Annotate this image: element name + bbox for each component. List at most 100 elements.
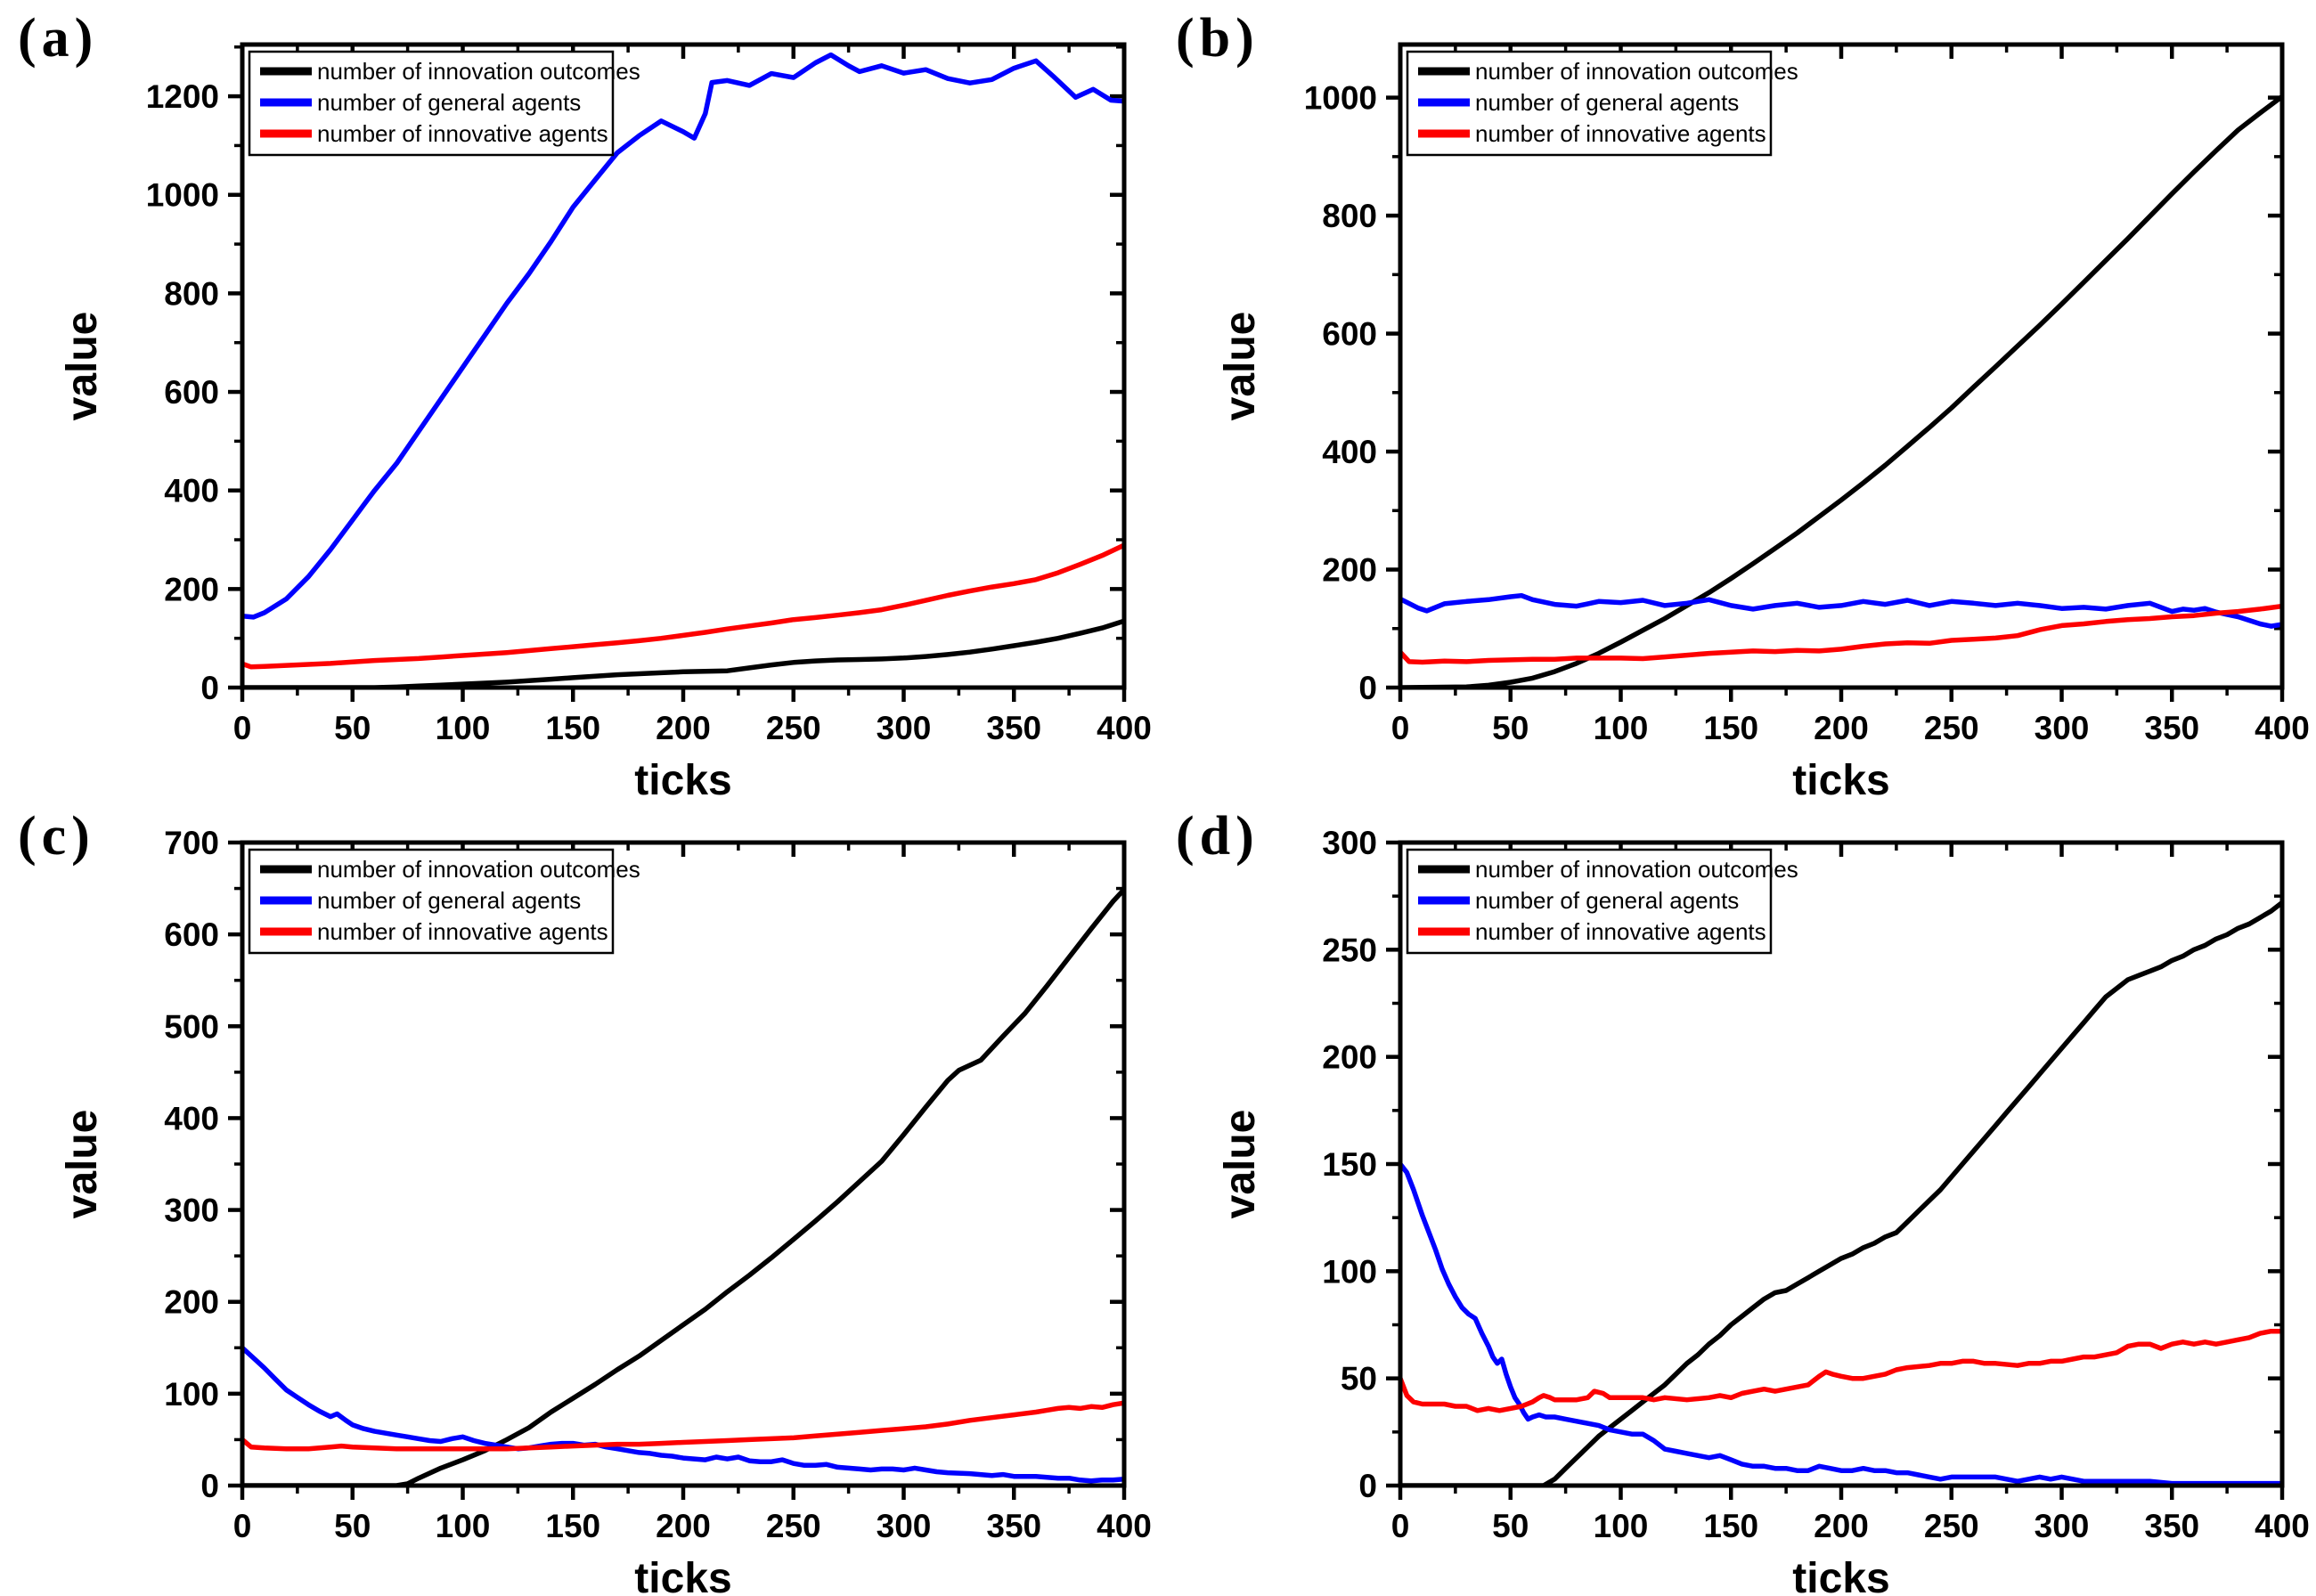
series-line-1 bbox=[1400, 592, 2282, 629]
y-tick-label: 1200 bbox=[146, 78, 219, 115]
x-tick-label: 0 bbox=[1391, 1508, 1410, 1544]
legend: number of innovation outcomes number of g… bbox=[248, 50, 640, 157]
y-axis-title: value bbox=[59, 312, 106, 421]
x-tick-label: 0 bbox=[1391, 710, 1410, 746]
legend: number of innovation outcomes number of g… bbox=[1406, 50, 1798, 157]
legend-label-1: number of general agents bbox=[1475, 887, 1739, 914]
y-tick-label: 150 bbox=[1322, 1146, 1377, 1183]
series-group bbox=[242, 886, 1124, 1486]
x-tick-label: 100 bbox=[436, 1508, 491, 1544]
y-tick-label: 0 bbox=[200, 1468, 219, 1504]
y-tick-label: 0 bbox=[200, 670, 219, 706]
y-tick-label: 1000 bbox=[1304, 80, 1377, 117]
series-line-1 bbox=[1400, 1161, 2282, 1486]
x-tick-label: 300 bbox=[877, 710, 932, 746]
x-tick-label: 200 bbox=[656, 710, 711, 746]
y-axis-title: value bbox=[59, 1110, 106, 1219]
y-tick-label: 250 bbox=[1322, 932, 1377, 968]
x-tick-label: 100 bbox=[436, 710, 491, 746]
plot-border bbox=[1398, 840, 2285, 1488]
y-tick-label: 0 bbox=[1358, 670, 1377, 706]
x-tick-label: 250 bbox=[766, 1508, 821, 1544]
y-tick-label: 400 bbox=[1322, 434, 1377, 470]
series-line-2 bbox=[1400, 1328, 2282, 1413]
panel-label-a: (a) bbox=[18, 8, 99, 69]
x-tick-label: 100 bbox=[1594, 710, 1649, 746]
y-tick-label: 800 bbox=[1322, 198, 1377, 234]
chart-d-canvas: 0 50 100 150 200 250 300 350 400 0 50 100 150 200 250 3… bbox=[1217, 825, 2310, 1596]
y-tick-label: 600 bbox=[164, 916, 219, 953]
y-tick-label: 1000 bbox=[146, 177, 219, 214]
y-tick-label: 200 bbox=[1322, 1039, 1377, 1076]
x-tick-label: 100 bbox=[1594, 1508, 1649, 1544]
x-tick-label: 300 bbox=[2035, 710, 2090, 746]
x-tick-label: 50 bbox=[334, 710, 371, 746]
x-axis-title: ticks bbox=[1792, 757, 1889, 798]
chart-b-canvas: 0 50 100 150 200 250 300 350 400 0 200 400 600 800 100… bbox=[1217, 42, 2310, 798]
legend-label-1: number of general agents bbox=[1475, 89, 1739, 116]
x-tick-label: 250 bbox=[1924, 710, 1979, 746]
chart-a-canvas: 0 50 100 150 200 250 300 350 400 0 200 400 600 800 100… bbox=[59, 42, 1152, 798]
series-line-0 bbox=[242, 618, 1124, 688]
series-line-0 bbox=[242, 886, 1124, 1486]
panel-c: (c) 0 50 100 150 200 250 300 350 400 0 100 200 300 40… bbox=[0, 798, 1158, 1596]
y-tick-label: 700 bbox=[164, 825, 219, 861]
series-line-2 bbox=[242, 542, 1124, 670]
y-tick-label: 200 bbox=[164, 1284, 219, 1321]
legend-label-2: number of innovative agents bbox=[317, 120, 608, 147]
x-tick-label: 400 bbox=[1097, 1508, 1152, 1544]
x-tick-label: 250 bbox=[766, 710, 821, 746]
x-tick-label: 250 bbox=[1924, 1508, 1979, 1544]
x-tick-label: 200 bbox=[1814, 710, 1869, 746]
x-tick-label: 150 bbox=[545, 710, 600, 746]
y-tick-label: 300 bbox=[1322, 825, 1377, 861]
x-tick-label: 350 bbox=[2144, 710, 2199, 746]
y-tick-label: 500 bbox=[164, 1008, 219, 1045]
legend: number of innovation outcomes number of g… bbox=[248, 848, 640, 955]
legend-label-0: number of innovation outcomes bbox=[1475, 856, 1798, 883]
y-tick-label: 100 bbox=[1322, 1253, 1377, 1290]
y-axis-title: value bbox=[1217, 312, 1264, 421]
y-tick-label: 400 bbox=[164, 473, 219, 509]
y-axis-title: value bbox=[1217, 1110, 1264, 1219]
legend: number of innovation outcomes number of g… bbox=[1406, 848, 1798, 955]
x-tick-label: 150 bbox=[545, 1508, 600, 1544]
legend-label-0: number of innovation outcomes bbox=[317, 856, 640, 883]
legend-label-2: number of innovative agents bbox=[317, 918, 608, 945]
x-tick-label: 350 bbox=[2144, 1508, 2199, 1544]
x-tick-label: 150 bbox=[1703, 1508, 1758, 1544]
x-axis-title: ticks bbox=[1792, 1555, 1889, 1596]
y-tick-label: 600 bbox=[1322, 316, 1377, 353]
x-tick-label: 400 bbox=[2255, 710, 2310, 746]
y-tick-label: 400 bbox=[164, 1100, 219, 1136]
series-line-2 bbox=[242, 1400, 1124, 1452]
x-tick-label: 0 bbox=[233, 1508, 252, 1544]
legend-label-2: number of innovative agents bbox=[1475, 918, 1766, 945]
x-tick-label: 0 bbox=[233, 710, 252, 746]
panel-a: (a) 0 50 100 150 200 250 300 350 400 0 200 400 600 80… bbox=[0, 0, 1158, 798]
series-group bbox=[242, 52, 1124, 688]
plot-border bbox=[1398, 42, 2285, 690]
y-tick-label: 800 bbox=[164, 275, 219, 312]
legend-label-0: number of innovation outcomes bbox=[317, 58, 640, 85]
y-tick-label: 200 bbox=[1322, 552, 1377, 589]
panel-b: (b) 0 50 100 150 200 250 300 350 400 0 200 400 600 80… bbox=[1158, 0, 2316, 798]
series-line-2 bbox=[1400, 603, 2282, 665]
x-tick-label: 400 bbox=[1097, 710, 1152, 746]
plot-border bbox=[240, 840, 1127, 1488]
legend-label-1: number of general agents bbox=[317, 89, 581, 116]
y-tick-label: 200 bbox=[164, 571, 219, 607]
x-tick-label: 50 bbox=[334, 1508, 371, 1544]
panel-label-c: (c) bbox=[18, 806, 95, 867]
y-tick-label: 600 bbox=[164, 374, 219, 411]
plot-border bbox=[240, 42, 1127, 690]
y-tick-label: 100 bbox=[164, 1376, 219, 1413]
series-line-1 bbox=[242, 52, 1124, 620]
x-tick-label: 50 bbox=[1492, 1508, 1529, 1544]
legend-label-2: number of innovative agents bbox=[1475, 120, 1766, 147]
legend-label-1: number of general agents bbox=[317, 887, 581, 914]
x-axis-title: ticks bbox=[634, 1555, 731, 1596]
panel-d: (d) 0 50 100 150 200 250 300 350 400 0 50 100 150 200… bbox=[1158, 798, 2316, 1596]
x-tick-label: 200 bbox=[656, 1508, 711, 1544]
x-tick-label: 150 bbox=[1703, 710, 1758, 746]
